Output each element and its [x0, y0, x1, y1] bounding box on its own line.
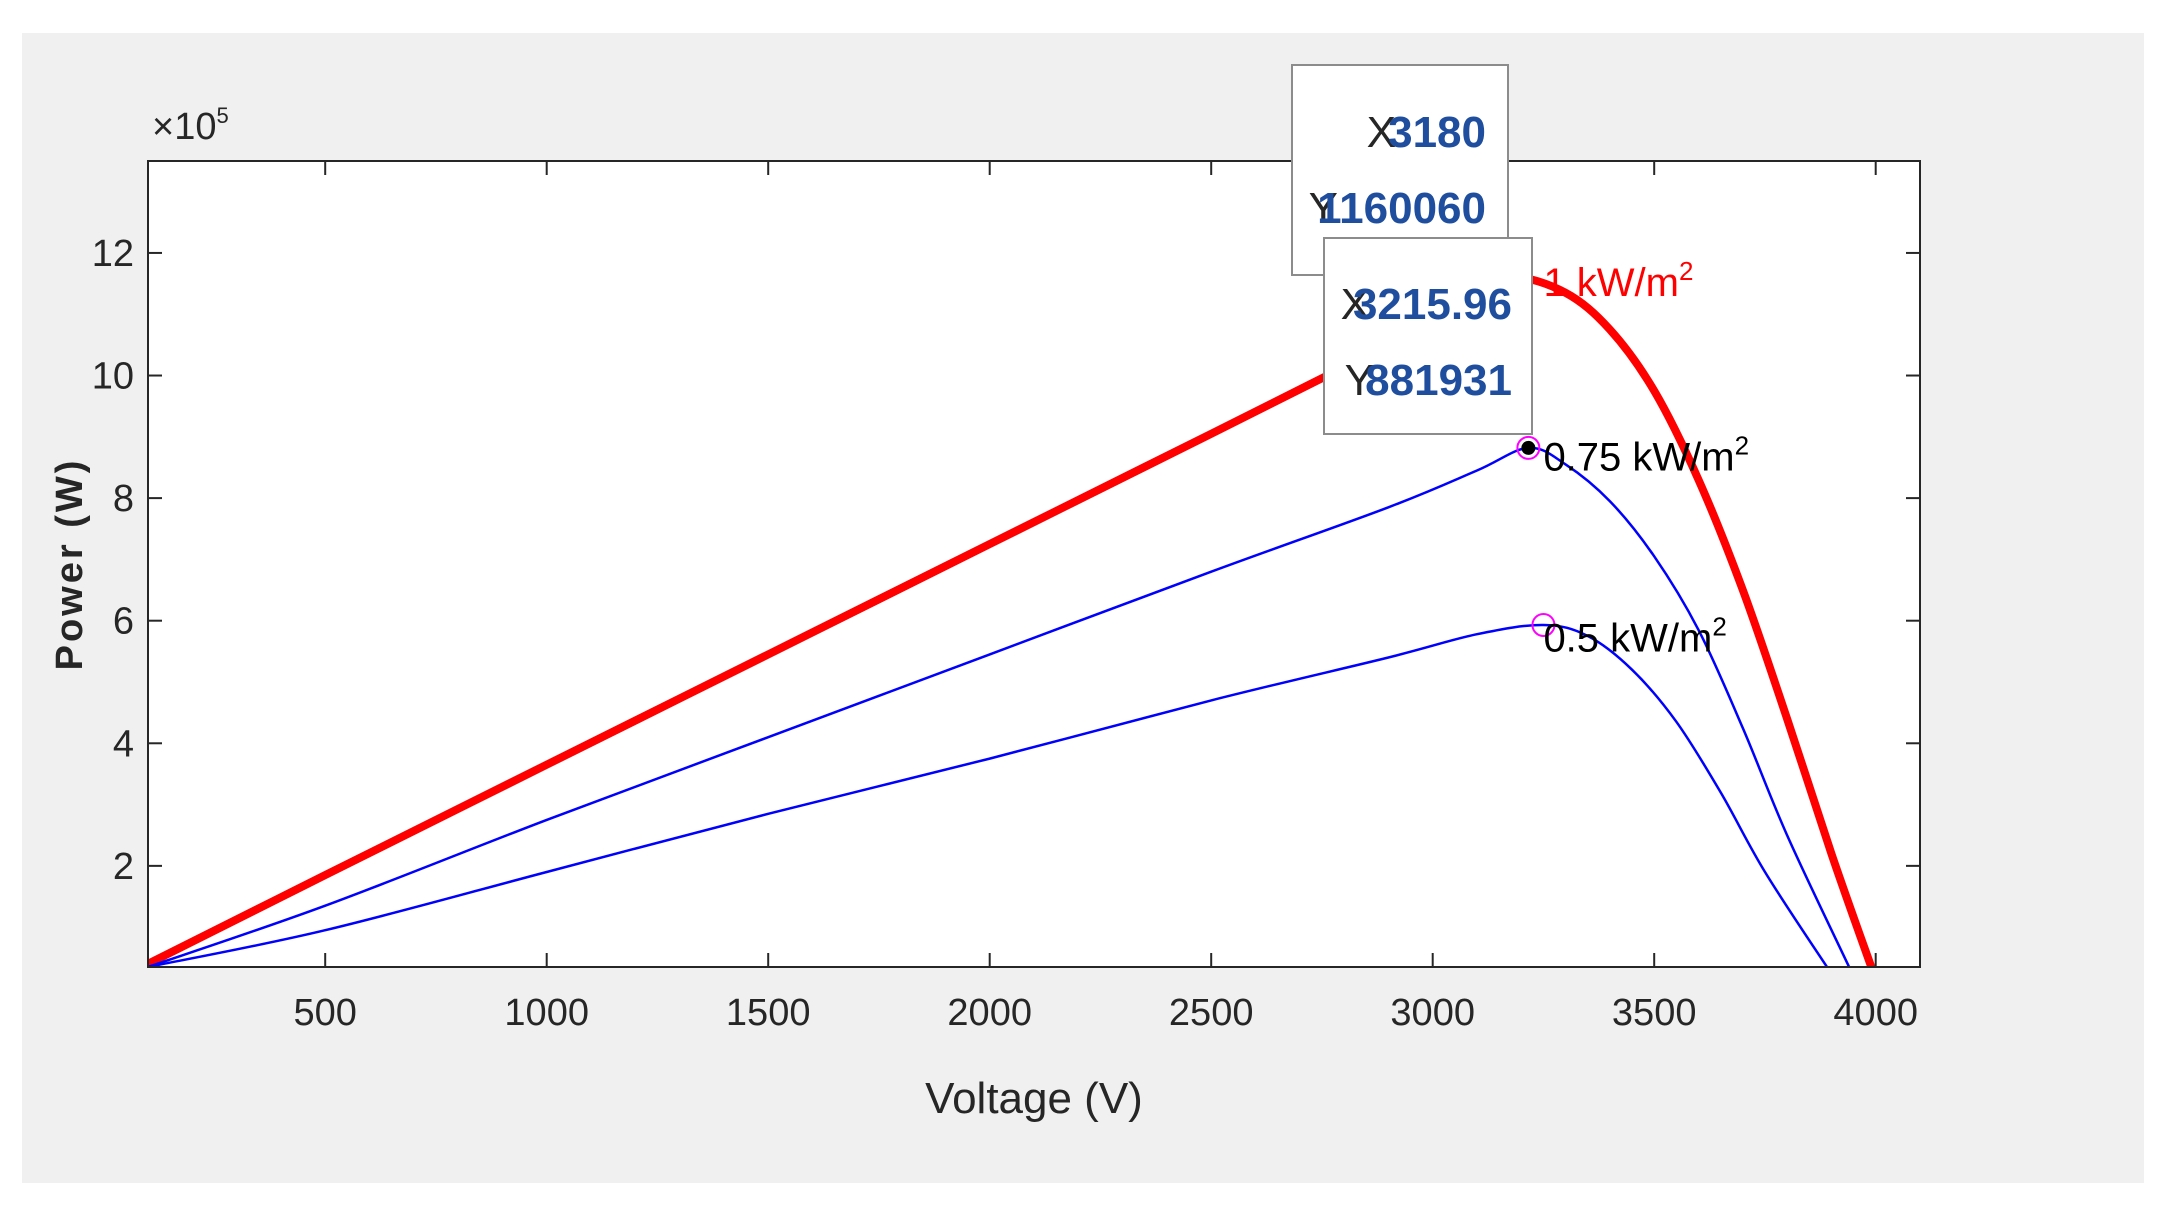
curve-label: 0.5 kW/m2	[1543, 611, 1726, 660]
x-tick-label: 1000	[504, 992, 589, 1034]
y-exponent-label: ×105	[152, 103, 229, 148]
y-axis-title: Power (W)	[49, 458, 91, 671]
datapoint-marker-ring	[1516, 435, 1541, 460]
x-tick-label: 3500	[1612, 992, 1697, 1034]
curve-label: 1 kW/m2	[1543, 256, 1693, 305]
datatip-1-y-label: Y	[1309, 184, 1338, 233]
x-tick-label: 2500	[1169, 992, 1254, 1034]
curve-label: 0.75 kW/m2	[1543, 431, 1749, 480]
series-line-3	[148, 623, 1829, 967]
datatip-2-x-value: 3215.96	[1353, 280, 1512, 329]
datatip-1-x-value: 3180	[1388, 108, 1486, 157]
x-tick-label: 3000	[1390, 992, 1475, 1034]
tick-layer: 500 1000 1500 2000 2500 3000 3500 4000 2 4 6 8 10 12	[92, 161, 1920, 1034]
y-tick-label: 12	[92, 233, 134, 275]
datatip-2-x-label: X	[1341, 280, 1370, 329]
axes-background	[148, 161, 1920, 967]
datatip-1-y-value: 1160060	[1317, 184, 1486, 233]
datatip-2[interactable]: X 3215.96 Y 881931	[1323, 237, 1533, 435]
y-tick-label: 8	[113, 478, 134, 520]
datatip-2-box	[1323, 237, 1533, 435]
y-tick-label: 4	[113, 723, 134, 765]
y-exponent-power: 5	[216, 103, 228, 128]
x-tick-label: 2000	[947, 992, 1032, 1034]
axes-box	[147, 160, 1921, 968]
curve-label-layer: 1 kW/m2 0.75 kW/m2 0.5 kW/m2	[1543, 256, 1749, 660]
y-tick-label: 2	[113, 846, 134, 888]
datapoint-marker-dot	[1521, 440, 1536, 455]
marker-layer	[1516, 435, 1556, 637]
x-tick-label: 4000	[1833, 992, 1918, 1034]
datatip-1-x-label: X	[1367, 108, 1396, 157]
figure-background: 500 1000 1500 2000 2500 3000 3500 4000 2 4 6 8 10 12 …	[22, 33, 2144, 1183]
series-line-2	[148, 446, 1851, 967]
y-exponent-base: ×10	[152, 106, 216, 148]
x-axis-title: Voltage (V)	[925, 1074, 1143, 1123]
datatip-2-y-label: Y	[1345, 356, 1374, 405]
power-voltage-chart: 500 1000 1500 2000 2500 3000 3500 400024681012 …	[49, 64, 1921, 1123]
datapoint-marker-ring	[1531, 612, 1556, 637]
x-tick-label: 500	[293, 992, 356, 1034]
y-tick-label: 6	[113, 601, 134, 643]
y-tick-label: 10	[92, 356, 134, 398]
x-tick-label: 1500	[726, 992, 811, 1034]
datatip-2-y-value: 881931	[1365, 356, 1512, 405]
